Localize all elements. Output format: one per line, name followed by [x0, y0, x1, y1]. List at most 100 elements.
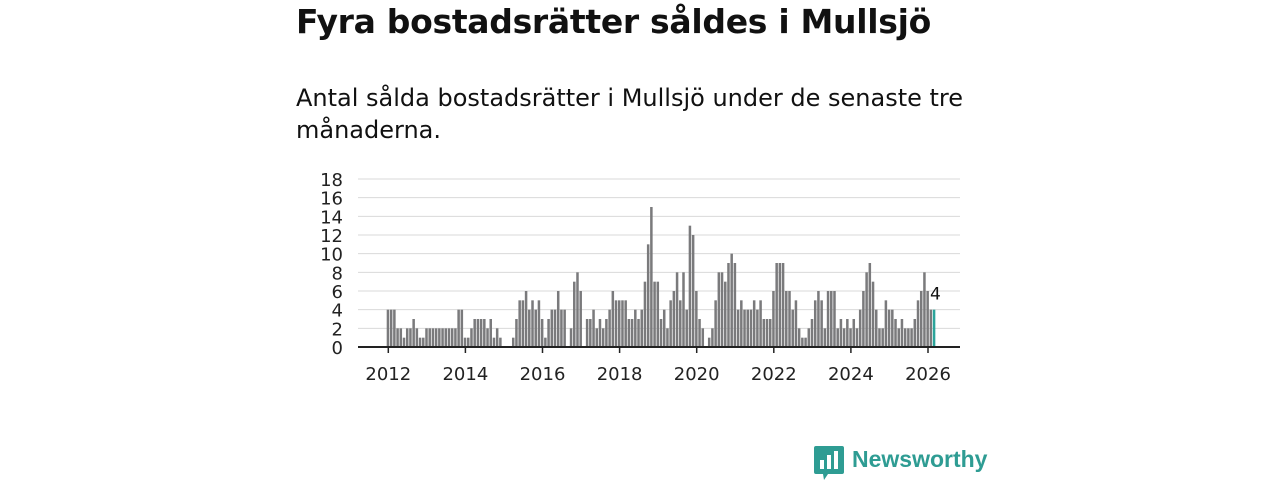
y-tick-label: 12	[320, 226, 343, 247]
bar	[817, 291, 820, 347]
x-tick-label: 2012	[365, 364, 411, 385]
bar	[518, 300, 521, 347]
bar	[611, 291, 615, 347]
bar	[521, 300, 525, 347]
bar	[749, 309, 753, 347]
bar	[650, 207, 653, 347]
chart-subtitle: Antal sålda bostadsrätter i Mullsjö unde…	[296, 84, 964, 144]
bar	[553, 309, 557, 347]
bar	[415, 328, 419, 347]
bar	[563, 309, 566, 347]
x-axis-labels: 2012 2014 2016 2018 2020 2022 2024 2026	[365, 364, 951, 385]
bar	[431, 328, 435, 347]
bar	[740, 300, 743, 347]
bar	[730, 253, 733, 347]
bar	[855, 328, 859, 347]
bar	[846, 319, 849, 347]
bar	[659, 319, 663, 347]
bar	[409, 328, 412, 347]
bar	[422, 337, 425, 347]
bar	[540, 319, 544, 347]
bar	[804, 337, 807, 347]
bar	[576, 272, 579, 347]
bar	[470, 328, 473, 347]
bar	[852, 319, 856, 347]
bar	[679, 300, 682, 347]
bar	[791, 309, 794, 347]
bar	[871, 281, 875, 347]
bar	[929, 309, 933, 347]
bar	[842, 328, 846, 347]
bar	[797, 328, 801, 347]
bar	[627, 319, 631, 347]
y-tick-label: 2	[332, 319, 343, 340]
bar	[907, 328, 910, 347]
bar	[386, 309, 390, 347]
bar	[467, 337, 470, 347]
bar	[862, 291, 865, 347]
bar	[595, 328, 599, 347]
bar	[756, 309, 759, 347]
y-tick-label: 4	[332, 301, 343, 322]
bar	[528, 309, 531, 347]
bar	[393, 309, 396, 347]
bar	[460, 309, 464, 347]
bar	[878, 328, 881, 347]
bar	[807, 328, 811, 347]
bar	[621, 300, 624, 347]
bar	[537, 300, 541, 347]
bar	[479, 319, 483, 347]
newsworthy-logo-icon	[814, 446, 844, 480]
x-axis	[358, 346, 960, 353]
bar	[711, 328, 714, 347]
bar	[919, 291, 923, 347]
bar	[752, 300, 756, 347]
bar	[900, 319, 904, 347]
bar	[785, 291, 788, 347]
bar	[601, 328, 605, 347]
bar	[434, 328, 438, 347]
bar	[691, 235, 695, 347]
bar	[476, 319, 480, 347]
x-tick-label: 2022	[751, 364, 797, 385]
bar	[913, 319, 917, 347]
bar	[454, 328, 457, 347]
bar	[418, 337, 422, 347]
bar	[624, 300, 627, 347]
bar	[903, 328, 907, 347]
bar	[688, 225, 692, 347]
bar	[839, 319, 843, 347]
bar	[605, 319, 608, 347]
annotations: 4	[930, 285, 941, 305]
bar	[441, 328, 444, 347]
chart-title: Fyra bostadsrätter såldes i Mullsjö	[296, 2, 931, 41]
bar	[495, 328, 499, 347]
y-tick-label: 14	[320, 207, 343, 228]
bar	[640, 309, 643, 347]
bar	[849, 328, 852, 347]
bar	[412, 319, 415, 347]
bar	[447, 328, 451, 347]
bar	[813, 300, 817, 347]
bar	[733, 263, 737, 347]
bar	[830, 291, 833, 347]
bar	[916, 300, 920, 347]
bar	[569, 328, 573, 347]
bar	[743, 309, 746, 347]
bar	[592, 309, 595, 347]
highlight-label: 4	[930, 285, 941, 305]
bar	[560, 309, 563, 347]
bar	[775, 263, 778, 347]
bar	[759, 300, 762, 347]
bar	[634, 309, 637, 347]
bar	[727, 263, 730, 347]
bar	[534, 309, 537, 347]
bar	[666, 328, 669, 347]
bar	[833, 291, 836, 347]
bar	[868, 263, 872, 347]
bar	[444, 328, 448, 347]
bar	[425, 328, 428, 347]
bar	[894, 319, 897, 347]
